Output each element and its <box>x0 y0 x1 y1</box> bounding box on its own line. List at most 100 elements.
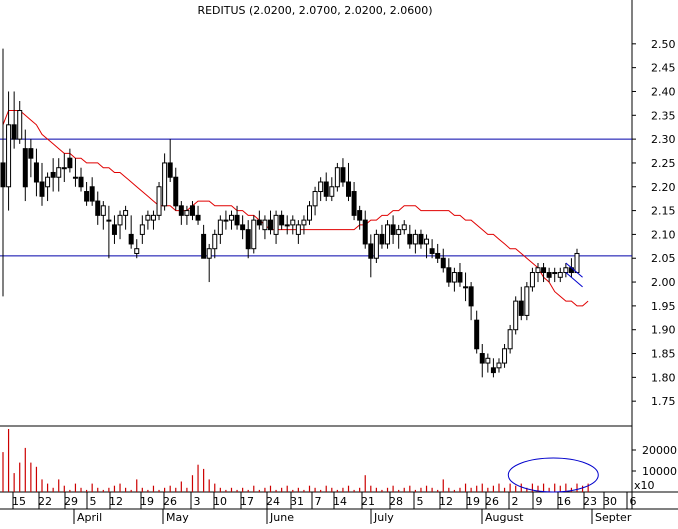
y-tick-label: 2.05 <box>651 252 676 265</box>
y-tick-label: 2.30 <box>651 133 676 146</box>
candle-body <box>150 214 156 221</box>
x-day-label: 28 <box>389 495 403 508</box>
y-tick-label: 1.75 <box>651 395 676 408</box>
candle-body <box>334 167 340 188</box>
y-tick-label: 2.50 <box>651 38 676 51</box>
candle-body <box>22 148 28 188</box>
volume-unit-label: x10 <box>634 479 655 492</box>
candle-body <box>39 181 45 197</box>
candle-body <box>56 167 62 178</box>
candle-body <box>61 167 67 170</box>
candle-body <box>457 272 463 283</box>
candle-body <box>368 243 374 259</box>
candle-body <box>117 214 123 226</box>
x-day-label: 26 <box>485 495 499 508</box>
candle-body <box>6 124 12 188</box>
candle-body <box>162 162 168 207</box>
candle-body <box>518 300 524 316</box>
candle-body <box>134 248 140 254</box>
candle-body <box>262 219 268 231</box>
candle-body <box>557 272 563 278</box>
volume-tick-label: 10000 <box>642 465 677 478</box>
candle-body <box>223 219 229 222</box>
candle-body <box>123 210 129 216</box>
candle-body <box>67 157 73 169</box>
moving-average-line <box>2 110 589 307</box>
candle-body <box>50 171 56 178</box>
x-day-label: 26 <box>163 495 177 508</box>
candle-body <box>451 272 457 283</box>
flag-lower-line <box>565 272 583 288</box>
candle-body <box>139 224 145 235</box>
candle-body <box>541 267 547 274</box>
candle-body <box>251 219 257 250</box>
candle-body <box>574 252 580 274</box>
candle-body <box>463 286 469 289</box>
candle-body <box>496 362 502 369</box>
month-label: May <box>166 511 189 524</box>
candle-body <box>435 252 441 259</box>
candle-body <box>346 181 352 197</box>
candle-body <box>490 367 496 374</box>
candle-body <box>390 224 396 235</box>
candle-body <box>84 191 90 202</box>
x-day-label: 23 <box>583 495 597 508</box>
candle-body <box>95 200 101 216</box>
x-day-label: 17 <box>240 495 254 508</box>
candle-body <box>89 186 95 202</box>
candle-body <box>546 272 552 278</box>
candle-body <box>418 233 424 245</box>
y-tick-label: 1.90 <box>651 324 676 337</box>
candle-body <box>72 176 78 179</box>
candle-body <box>212 233 218 250</box>
candle-body <box>552 272 558 275</box>
x-day-label: 12 <box>439 495 453 508</box>
candle-body <box>323 181 329 197</box>
x-day-label: 22 <box>38 495 52 508</box>
candle-body <box>206 248 212 259</box>
x-day-label: 19 <box>140 495 154 508</box>
candle-body <box>357 210 363 221</box>
candle-body <box>535 267 541 274</box>
x-day-label: 24 <box>266 495 280 508</box>
candle-body <box>228 214 234 221</box>
candle-body <box>412 233 418 245</box>
y-tick-label: 2.40 <box>651 85 676 98</box>
month-label: July <box>373 511 394 524</box>
x-day-label: 29 <box>64 495 78 508</box>
candle-body <box>17 110 23 140</box>
candle-body <box>340 167 346 183</box>
candle-body <box>301 219 307 226</box>
candle-body <box>128 233 134 245</box>
candle-body <box>290 219 296 226</box>
x-day-label: 31 <box>290 495 304 508</box>
candle-body <box>267 219 273 231</box>
x-day-label: 21 <box>361 495 375 508</box>
candle-body <box>234 214 240 226</box>
month-label: August <box>485 511 524 524</box>
candle-body <box>362 219 368 245</box>
candle-body <box>424 238 430 245</box>
candle-body <box>379 233 385 245</box>
candle-body <box>156 186 162 216</box>
candle-body <box>312 191 318 207</box>
candle-body <box>178 205 184 216</box>
x-day-label: 7 <box>315 495 322 508</box>
candle-body <box>295 224 301 235</box>
y-tick-label: 1.85 <box>651 348 676 361</box>
candle-body <box>100 205 106 216</box>
candle-body <box>256 219 262 226</box>
candle-body <box>468 286 474 307</box>
volume-circle-annotation <box>507 457 599 493</box>
candle-body <box>396 229 402 235</box>
candle-body <box>329 186 335 197</box>
x-day-label: 5 <box>417 495 424 508</box>
candle-body <box>373 233 379 259</box>
candle-body <box>78 176 84 188</box>
x-day-label: 5 <box>90 495 97 508</box>
x-day-label: 2 <box>512 495 519 508</box>
candle-body <box>217 219 223 235</box>
y-tick-label: 1.80 <box>651 371 676 384</box>
candle-body <box>351 191 357 216</box>
